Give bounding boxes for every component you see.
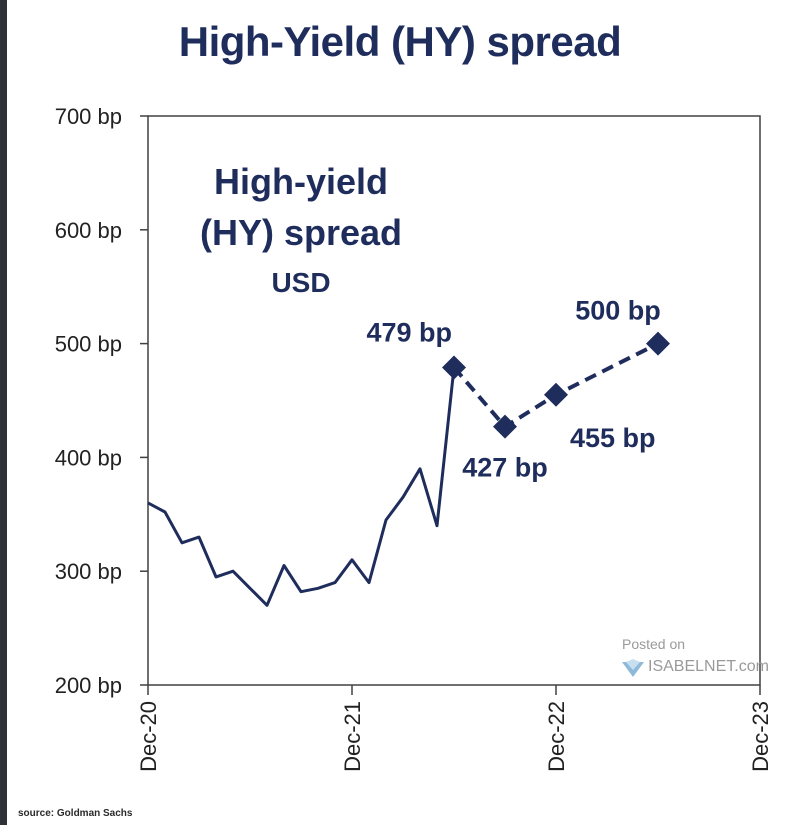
forecast-point-marker [646,331,670,356]
isabelnet-logo-icon [622,659,644,677]
y-tick-label: 500 bp [55,332,122,357]
source-note: source: Goldman Sachs [18,808,133,819]
window-edge [0,0,7,825]
x-tick-label: Dec-22 [544,701,569,772]
plot-frame [147,115,761,686]
chart-annotation-line: USD [271,267,330,298]
y-tick-label: 700 bp [55,104,122,129]
data-label: 427 bp [462,453,548,483]
chart-annotation-line: High-yield [214,161,388,202]
y-tick-label: 300 bp [55,559,122,584]
watermark-site: ISABELNET.com [648,658,769,675]
series-line-historical [147,367,456,607]
x-tick-label: Dec-20 [136,701,161,772]
y-tick-label: 400 bp [55,445,122,470]
x-tick-label: Dec-23 [748,701,773,772]
data-label: 455 bp [570,423,656,453]
y-tick-label: 600 bp [55,218,122,243]
series-line-forecast [452,341,659,430]
data-label: 479 bp [366,317,452,347]
x-tick-label: Dec-21 [340,701,365,772]
forecast-point-marker [544,382,568,407]
chart-annotation-line: (HY) spread [200,212,402,253]
y-tick-label: 200 bp [55,673,122,698]
watermark-posted-on: Posted on [622,636,686,652]
chart-title: High-Yield (HY) spread [178,18,622,65]
forecast-point-marker [442,355,466,380]
forecast-point-marker [493,414,517,439]
data-label: 500 bp [575,296,661,326]
